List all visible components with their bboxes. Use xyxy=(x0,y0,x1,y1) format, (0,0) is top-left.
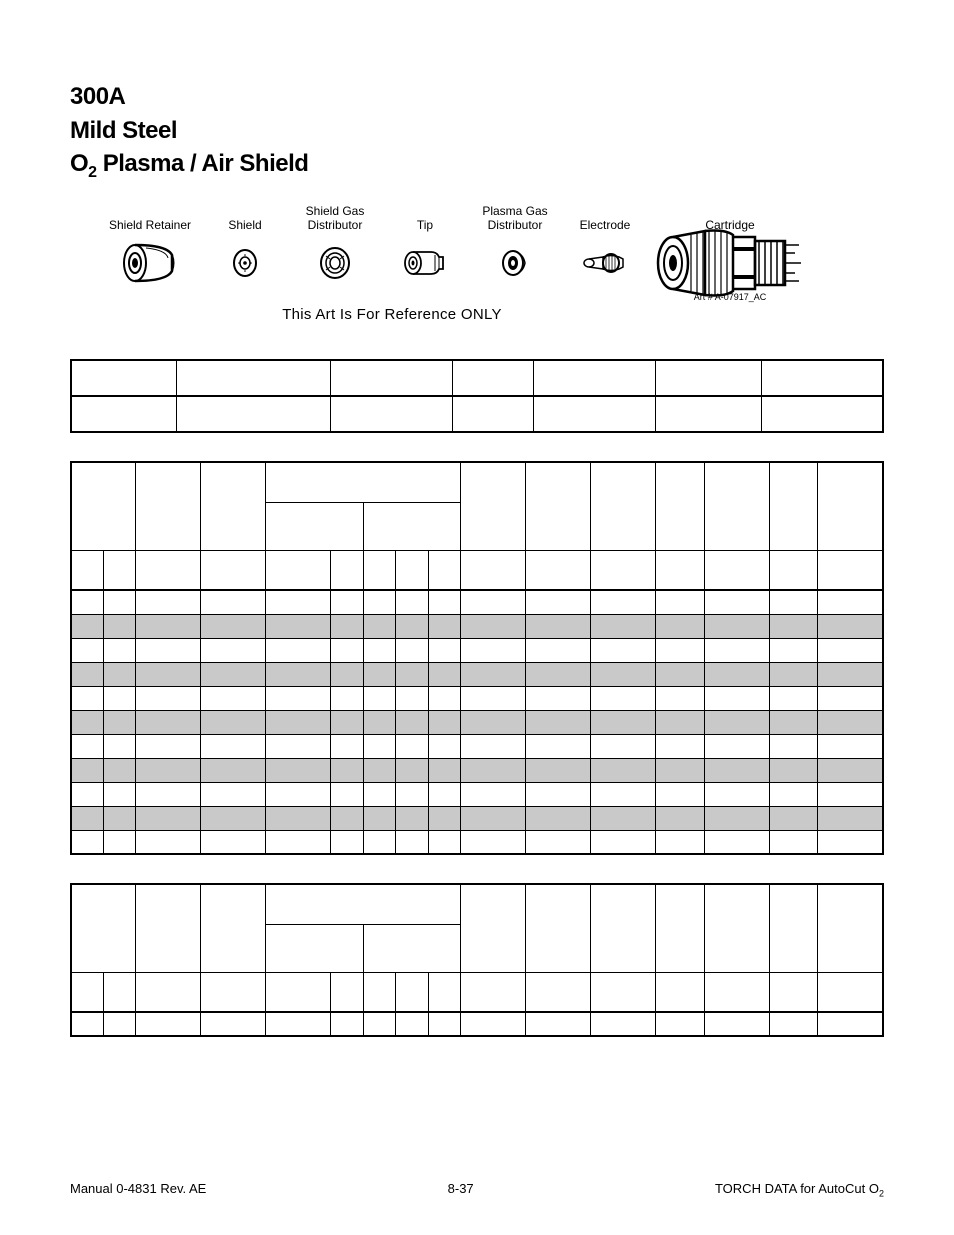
table-row xyxy=(71,590,883,614)
part-label: Shield Retainer xyxy=(109,202,191,232)
table-row xyxy=(71,614,883,638)
part-shield-gas-distributor: Shield Gas Distributor xyxy=(285,202,385,288)
table-row xyxy=(71,830,883,854)
page-footer: Manual 0-4831 Rev. AE 8-37 TORCH DATA fo… xyxy=(70,1181,884,1199)
table-row xyxy=(71,360,883,396)
table-row xyxy=(71,1012,883,1036)
part-electrode: Electrode xyxy=(565,202,645,288)
table-row xyxy=(71,686,883,710)
table-row xyxy=(71,638,883,662)
title-line-3: O2 Plasma / Air Shield xyxy=(70,147,884,184)
part-cartridge: Cartridge xyxy=(645,202,815,302)
cut-data-table xyxy=(70,461,884,855)
shield-icon xyxy=(232,238,258,288)
reference-note: This Art Is For Reference ONLY xyxy=(0,306,884,323)
table-row xyxy=(71,662,883,686)
footer-center: 8-37 xyxy=(448,1181,474,1199)
plasma-gas-distributor-icon xyxy=(501,238,529,288)
table-row xyxy=(71,806,883,830)
title-block: 300A Mild Steel O2 Plasma / Air Shield xyxy=(70,80,884,184)
part-label: Electrode xyxy=(580,202,631,232)
tip-icon xyxy=(403,238,447,288)
table-header-row xyxy=(71,462,883,502)
part-label: Tip xyxy=(417,202,433,232)
summary-table xyxy=(70,883,884,1037)
table-row xyxy=(71,758,883,782)
table-header-row xyxy=(71,550,883,590)
table-row xyxy=(71,734,883,758)
table-row xyxy=(71,710,883,734)
title-line-2: Mild Steel xyxy=(70,114,884,148)
footer-right: TORCH DATA for AutoCut O2 xyxy=(715,1181,884,1199)
part-shield-retainer: Shield Retainer xyxy=(95,202,205,288)
electrode-icon xyxy=(583,238,627,288)
table-header-row xyxy=(71,972,883,1012)
shield-gas-distributor-icon xyxy=(318,238,352,288)
table-row xyxy=(71,782,883,806)
part-shield: Shield xyxy=(205,202,285,288)
part-label: Shield Gas Distributor xyxy=(306,202,365,232)
table-header-row xyxy=(71,884,883,924)
table-row xyxy=(71,396,883,432)
part-plasma-gas-distributor: Plasma Gas Distributor xyxy=(465,202,565,288)
part-label: Shield xyxy=(228,202,261,232)
part-label: Plasma Gas Distributor xyxy=(482,202,547,232)
part-tip: Tip xyxy=(385,202,465,288)
table-1-wrapper xyxy=(70,359,884,433)
art-number: Art # A-07917_AC xyxy=(694,292,767,302)
cartridge-icon xyxy=(655,238,805,288)
title-line-1: 300A xyxy=(70,80,884,114)
shield-retainer-icon xyxy=(122,238,178,288)
table-3-wrapper xyxy=(70,883,884,1037)
footer-left: Manual 0-4831 Rev. AE xyxy=(70,1181,206,1199)
table-2-wrapper xyxy=(70,461,884,855)
parts-table xyxy=(70,359,884,433)
parts-diagram-row: Shield Retainer Shield xyxy=(70,202,884,302)
